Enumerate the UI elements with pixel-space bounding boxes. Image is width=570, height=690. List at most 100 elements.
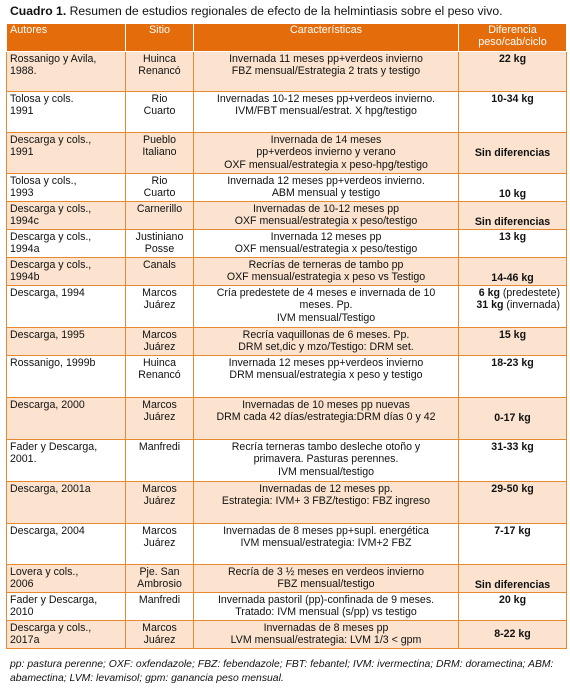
cell-caracteristicas: Recría terneras tambo desleche otoño y p… xyxy=(193,439,459,482)
cell-autor: Descarga y cols., 1994a xyxy=(6,229,126,258)
table-row: Descarga, 2004 Marcos Juárez Invernadas de… xyxy=(6,523,567,565)
cell-caracteristicas: Invernadas de 12 meses pp. Estrategia: I… xyxy=(193,481,459,524)
cell-diferencia: Sin diferencias xyxy=(458,564,567,593)
table-caption: Cuadro 1. Resumen de estudios regionales… xyxy=(10,4,503,19)
cell-diferencia: Sin diferencias xyxy=(458,201,567,230)
cell-caracteristicas: Invernada de 14 meses pp+verdeos inviern… xyxy=(193,132,459,174)
header-caracteristicas: Características xyxy=(193,23,459,52)
cell-autor: Descarga, 2001a xyxy=(6,481,126,524)
cell-caracteristicas: Invernadas de 10 meses pp nuevas DRM cad… xyxy=(193,397,459,440)
cell-sitio: Marcos Juárez xyxy=(125,481,194,524)
cell-diferencia: 20 kg xyxy=(458,592,567,621)
cell-diferencia: 31-33 kg xyxy=(458,439,567,482)
table-row: Descarga, 1995 Marcos Juárez Recría vaquil… xyxy=(6,327,567,356)
table-row: Descarga, 2000 Marcos Juárez Invernadas de… xyxy=(6,397,567,440)
cell-autor: Descarga y cols., 1991 xyxy=(6,132,126,174)
diferencia-note: (invernada) xyxy=(503,299,560,312)
diferencia-note: (predestete) xyxy=(499,287,560,299)
cell-caracteristicas: Recría vaquillonas de 6 meses. Pp. DRM s… xyxy=(193,327,459,356)
header-sitio: Sitio xyxy=(125,23,194,52)
cell-sitio: Marcos Juárez xyxy=(125,327,194,356)
cell-sitio: Pueblo Italiano xyxy=(125,132,194,174)
cell-diferencia: 29-50 kg xyxy=(458,481,567,524)
table-row: Lovera y cols., 2006 Pje. San Ambrosio Rec… xyxy=(6,564,567,593)
header-diferencia: Diferencia peso/cab/ciclo xyxy=(458,23,567,52)
cell-autor: Fader y Descarga, 2010 xyxy=(6,592,126,621)
abbreviations-footnote: pp: pastura perenne; OXF: oxfendazole; F… xyxy=(10,659,554,684)
table-row: Descarga y cols., 1994a Justiniano Posse I… xyxy=(6,229,567,258)
cell-sitio: Marcos Juárez xyxy=(125,523,194,565)
cell-sitio: Marcos Juárez xyxy=(125,397,194,440)
table-row: Fader y Descarga, 2010 Manfredi Invernada … xyxy=(6,592,567,621)
cell-caracteristicas: Invernada 12 meses pp OXF mensual/estrat… xyxy=(193,229,459,258)
cell-sitio: Marcos Juárez xyxy=(125,620,194,649)
cell-diferencia: 18-23 kg xyxy=(458,355,567,398)
cell-caracteristicas: Invernadas 10-12 meses pp+verdeos invier… xyxy=(193,91,459,133)
cell-autor: Descarga, 2004 xyxy=(6,523,126,565)
cell-caracteristicas: Invernadas de 10-12 meses pp OXF mensual… xyxy=(193,201,459,230)
table-row: Descarga, 2001a Marcos Juárez Invernadas d… xyxy=(6,481,567,524)
cell-diferencia: 10 kg xyxy=(458,173,567,202)
cell-caracteristicas: Recría de 3 ½ meses en verdeos invierno … xyxy=(193,564,459,593)
cell-sitio: Huinca Renancó xyxy=(125,51,194,92)
cell-caracteristicas: Invernadas de 8 meses pp LVM mensual/est… xyxy=(193,620,459,649)
header-autores: Autores xyxy=(6,23,126,52)
table-row: Descarga y cols., 1994c Carnerillo Inverna… xyxy=(6,201,567,230)
cell-caracteristicas: Invernada 12 meses pp+verdeos invierno. … xyxy=(193,173,459,202)
cell-autor: Rossanigo y Avila, 1988. xyxy=(6,51,126,92)
table-header-row: Autores Sitio Características Diferencia… xyxy=(6,23,567,52)
cell-caracteristicas: Invernada pastoril (pp)-confinada de 9 m… xyxy=(193,592,459,621)
cell-diferencia: 14-46 kg xyxy=(458,257,567,286)
cell-diferencia: 10-34 kg xyxy=(458,91,567,133)
cell-sitio: Canals xyxy=(125,257,194,286)
diferencia-line: 31 kg (invernada) xyxy=(462,299,560,311)
cell-autor: Tolosa y cols. 1991 xyxy=(6,91,126,133)
table-row: Rossanigo y Avila, 1988. Huinca Renancó In… xyxy=(6,51,567,92)
cell-autor: Descarga y cols., 2017a xyxy=(6,620,126,649)
table-row: Descarga y cols., 1991 Pueblo Italiano Inv… xyxy=(6,132,567,174)
cell-caracteristicas: Invernada 11 meses pp+verdeos invierno F… xyxy=(193,51,459,92)
cell-caracteristicas: Recrías de terneras de tambo pp OXF mens… xyxy=(193,257,459,286)
cell-diferencia: 22 kg xyxy=(458,51,567,92)
cell-diferencia: 13 kg xyxy=(458,229,567,258)
cell-autor: Descarga y cols., 1994b xyxy=(6,257,126,286)
table-row: Fader y Descarga, 2001. Manfredi Recría te… xyxy=(6,439,567,482)
cell-sitio: Justiniano Posse xyxy=(125,229,194,258)
caption-label: Cuadro 1. xyxy=(10,4,67,18)
caption-text: Resumen de estudios regionales de efecto… xyxy=(66,4,503,18)
cell-diferencia: 0-17 kg xyxy=(458,397,567,440)
cell-caracteristicas: Invernada 12 meses pp+verdeos invierno D… xyxy=(193,355,459,398)
cell-caracteristicas: Invernadas de 8 meses pp+supl. energétic… xyxy=(193,523,459,565)
diferencia-value: 6 kg xyxy=(478,287,500,299)
cell-autor: Fader y Descarga, 2001. xyxy=(6,439,126,482)
cell-autor: Rossanigo, 1999b xyxy=(6,355,126,398)
cell-sitio: Huinca Renancó xyxy=(125,355,194,398)
cell-autor: Descarga y cols., 1994c xyxy=(6,201,126,230)
table-row: Tolosa y cols., 1993 Rio Cuarto Invernada … xyxy=(6,173,567,202)
cell-diferencia: 6 kg (predestete) 31 kg (invernada) xyxy=(458,285,567,328)
cell-sitio: Rio Cuarto xyxy=(125,173,194,202)
table-row: Tolosa y cols. 1991 Rio Cuarto Invernadas … xyxy=(6,91,567,133)
cell-sitio: Carnerillo xyxy=(125,201,194,230)
cell-autor: Tolosa y cols., 1993 xyxy=(6,173,126,202)
table-row: Rossanigo, 1999b Huinca Renancó Invernada … xyxy=(6,355,567,398)
cell-sitio: Manfredi xyxy=(125,592,194,621)
cell-diferencia: 8-22 kg xyxy=(458,620,567,649)
table-row: Descarga, 1994 Marcos Juárez Cría predeste… xyxy=(6,285,567,328)
cell-autor: Lovera y cols., 2006 xyxy=(6,564,126,593)
cell-diferencia: Sin diferencias xyxy=(458,132,567,174)
table-body: Rossanigo y Avila, 1988. Huinca Renancó In… xyxy=(6,51,567,649)
cell-sitio: Pje. San Ambrosio xyxy=(125,564,194,593)
cell-autor: Descarga, 1995 xyxy=(6,327,126,356)
cell-sitio: Manfredi xyxy=(125,439,194,482)
table-row: Descarga y cols., 1994b Canals Recrías de … xyxy=(6,257,567,286)
studies-table: Autores Sitio Características Diferencia… xyxy=(6,23,567,649)
cell-diferencia: 7-17 kg xyxy=(458,523,567,565)
cell-sitio: Marcos Juárez xyxy=(125,285,194,328)
cell-autor: Descarga, 2000 xyxy=(6,397,126,440)
diferencia-value: 31 kg xyxy=(476,299,504,312)
cell-caracteristicas: Cría predestete de 4 meses e invernada d… xyxy=(193,285,459,328)
cell-diferencia: 15 kg xyxy=(458,327,567,356)
cell-sitio: Rio Cuarto xyxy=(125,91,194,133)
table-row: Descarga y cols., 2017a Marcos Juárez Inve… xyxy=(6,620,567,649)
